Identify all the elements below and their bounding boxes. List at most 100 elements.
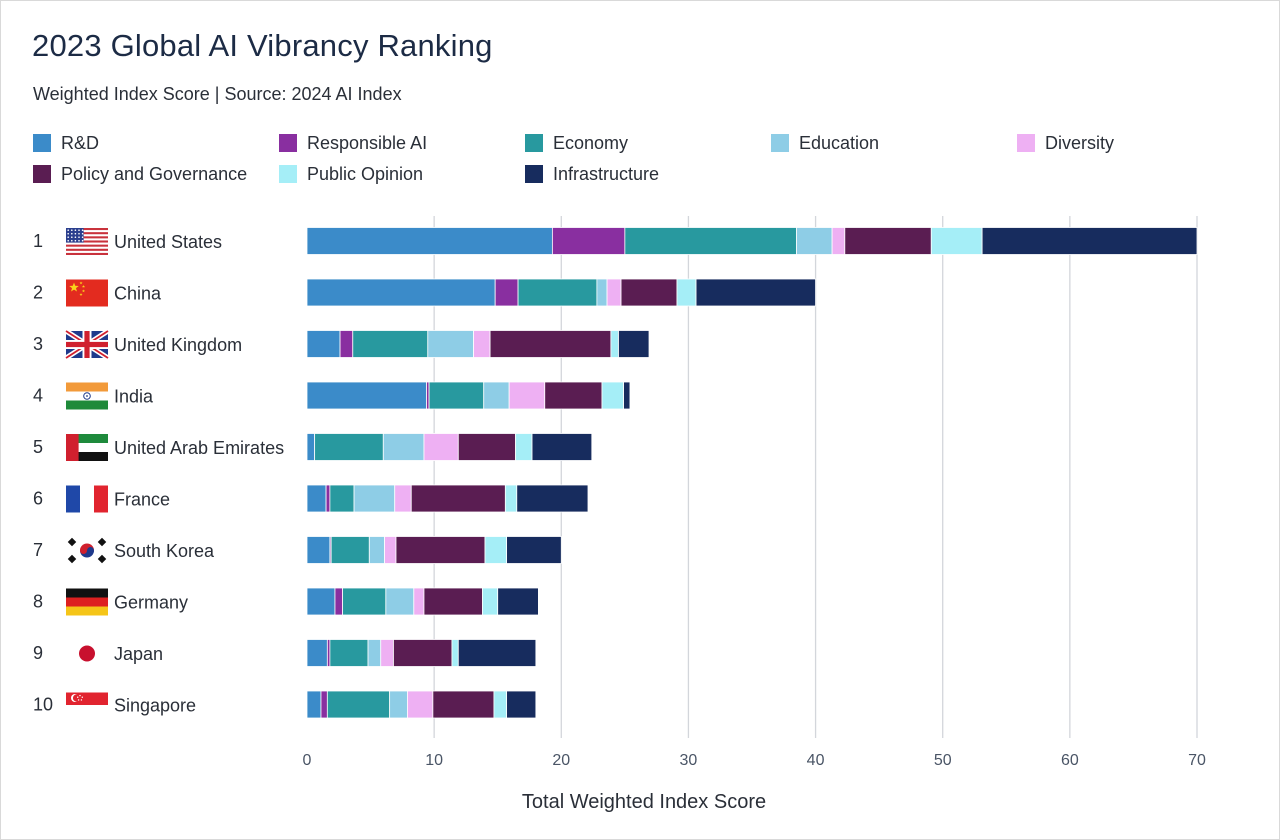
bar-segment [306, 484, 327, 513]
bar-segment [497, 587, 539, 616]
bar-segment [504, 484, 518, 513]
rank-label: 10 [33, 695, 53, 715]
country-label: France [114, 490, 170, 510]
bar-segment [457, 433, 516, 461]
bar-segment [334, 587, 344, 616]
legend-swatch-infrastructure-icon [525, 165, 543, 183]
bar-segment [517, 278, 598, 307]
legend-swatch-education-icon [771, 134, 789, 152]
bar-segment [489, 330, 612, 358]
bar-segment [368, 536, 385, 564]
bar-segment [423, 433, 459, 461]
x-tick-label: 50 [934, 752, 952, 769]
bar-segment [551, 227, 626, 255]
rank-label: 1 [33, 231, 43, 251]
country-label: China [114, 284, 162, 304]
bar-segment [306, 639, 328, 667]
bar-segment [610, 330, 619, 358]
bar-segment [407, 690, 434, 719]
rank-label: 7 [33, 540, 43, 560]
bar-segment [306, 330, 341, 358]
bar-segment [306, 381, 427, 410]
france-flag-icon [66, 485, 108, 513]
rank-label: 6 [33, 489, 43, 509]
bar-segment [506, 690, 537, 719]
bar-segment [796, 227, 833, 255]
rank-label: 9 [33, 643, 43, 663]
x-tick-label: 70 [1188, 752, 1206, 769]
bar-segment [606, 278, 622, 307]
x-tick-label: 40 [807, 752, 825, 769]
legend-item-economy: Economy [525, 132, 628, 154]
x-axis-label: Total Weighted Index Score [522, 791, 766, 813]
bar-segment [482, 587, 499, 616]
bar-segment [413, 587, 425, 616]
bar-segment [306, 278, 496, 307]
country-label: United Kingdom [114, 335, 242, 355]
legend-label-responsible-ai: Responsible AI [307, 132, 428, 153]
bar-segment [676, 278, 697, 307]
legend-item-rnd: R&D [33, 132, 99, 154]
legend-item-education: Education [771, 132, 879, 154]
bar-segment [695, 278, 816, 307]
legend-label-education: Education [799, 132, 880, 153]
bar-segment [325, 484, 331, 513]
legend-swatch-rnd-icon [33, 134, 51, 152]
bar-segment [384, 536, 397, 564]
bar-segment [601, 381, 624, 410]
rank-label: 3 [33, 334, 43, 354]
bar-segment [329, 484, 355, 513]
bar-segment [314, 433, 384, 461]
legend-item-responsible-ai: Responsible AI [279, 132, 427, 154]
country-label: Germany [114, 593, 188, 613]
x-tick-label: 0 [303, 752, 312, 769]
bar-segment [339, 330, 354, 358]
x-tick-label: 20 [552, 752, 570, 769]
flags [64, 228, 110, 719]
country-label: India [114, 387, 154, 407]
bar-segment [624, 227, 797, 255]
x-tick-label: 10 [425, 752, 443, 769]
bar-segment [516, 484, 589, 513]
rank-label: 4 [33, 386, 43, 406]
country-label: South Korea [114, 541, 215, 561]
bar-segment [320, 690, 328, 719]
legend-label-policy-governance: Policy and Governance [61, 163, 248, 184]
bar-segment [382, 433, 425, 461]
legend-label-infrastructure: Infrastructure [553, 163, 660, 184]
bar-segment [395, 536, 486, 564]
bar-segment [306, 690, 322, 719]
country-label: Japan [114, 644, 163, 664]
chart-title: 2023 Global AI Vibrancy Ranking [32, 28, 493, 63]
bar-segment [506, 536, 562, 564]
country-label: United Arab Emirates [114, 438, 284, 458]
bar-segment [831, 227, 846, 255]
bar-segment [380, 639, 394, 667]
chart-subtitle: Weighted Index Score | Source: 2024 AI I… [33, 84, 402, 104]
bar-segment [844, 227, 932, 255]
legend-item-policy-governance: Policy and Governance [33, 163, 247, 185]
legend-label-rnd: R&D [61, 132, 100, 153]
bar-segment [393, 639, 453, 667]
bar-segment [618, 330, 650, 358]
bar-segment [385, 587, 415, 616]
bar-segment [483, 381, 510, 410]
bar-segment [330, 536, 370, 564]
bar-segment [981, 227, 1198, 255]
x-axis-ticks: 0 10 20 30 40 50 60 70 [303, 752, 1206, 769]
legend-item-diversity: Diversity [1017, 132, 1114, 154]
bar-segment [353, 484, 396, 513]
bar-segment [329, 639, 369, 667]
legend-swatch-policy-governance-icon [33, 165, 51, 183]
japan-flag-icon [66, 640, 108, 667]
bar-segment [389, 690, 408, 719]
bar-segment [623, 381, 631, 410]
bar-segment [484, 536, 508, 564]
bars [306, 227, 1198, 719]
rank-label: 2 [33, 283, 43, 303]
bar-segment [423, 587, 483, 616]
row-labels: 1 United States 2 China 3 United Kingdom 4 Indi… [33, 231, 284, 716]
legend-label-diversity: Diversity [1045, 132, 1115, 153]
